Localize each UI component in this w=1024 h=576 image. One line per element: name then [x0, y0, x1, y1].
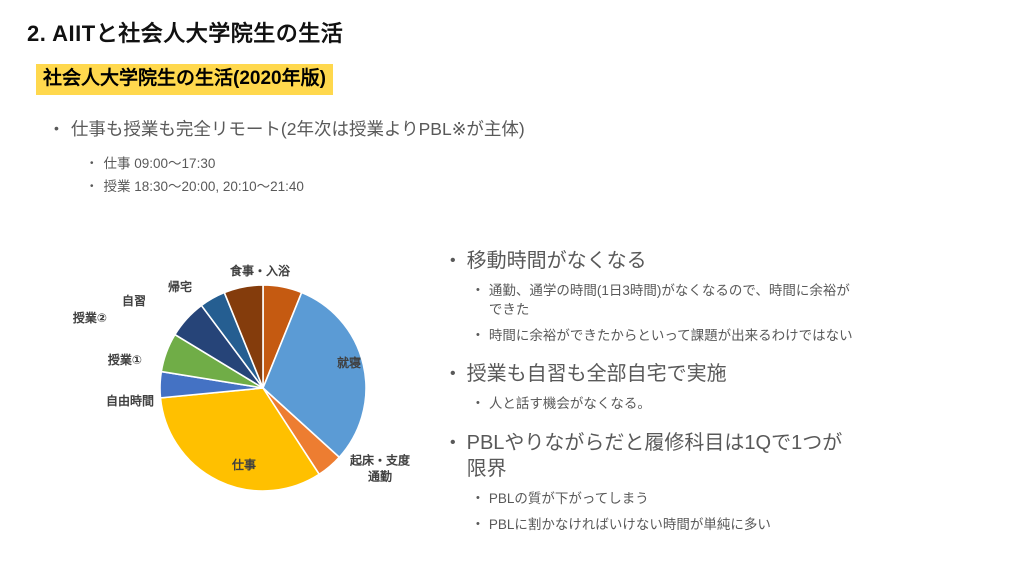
- intro-sub-bullet: • 仕事 09:00〜17:30: [90, 155, 590, 173]
- bullet-icon: •: [450, 252, 456, 269]
- class-hours-text: 授業 18:30〜20:00, 20:10〜21:40: [103, 179, 304, 194]
- bullet-sub-item: • PBLの質が下がってしまう: [476, 489, 855, 508]
- pie-slice-1: [262, 291, 367, 459]
- pie-label-6: 授業②: [72, 311, 108, 326]
- pie-label-7: 自習: [121, 294, 147, 309]
- bullet-item: • 授業も自習も全部自宅で実施: [450, 361, 855, 387]
- right-bullet-list: • 移動時間がなくなる • 通勤、通学の時間(1日3時間)がなくなるので、時間に…: [450, 232, 855, 534]
- bullet-icon: •: [450, 365, 456, 383]
- bullet-text: 移動時間がなくなる: [466, 250, 647, 272]
- pie-label-3: 仕事: [231, 458, 257, 473]
- pie-label-4: 自由時間: [105, 394, 155, 409]
- bullet-item: • 移動時間がなくなる: [450, 248, 855, 274]
- pie-label-2: 起床・支度 通勤: [349, 453, 411, 483]
- highlighted-subtitle: 社会人大学院生の生活(2020年版): [36, 64, 333, 95]
- bullet-icon: •: [476, 284, 480, 296]
- bullet-text: 人と話す機会がなくなる。: [488, 396, 651, 412]
- pie-svg: [159, 284, 367, 492]
- pie-chart: 食事・入浴就寝起床・支度 通勤 仕事 自由時間 授業① 授業② 自習 帰宅: [18, 248, 448, 548]
- bullet-icon: •: [54, 120, 59, 136]
- pie-slice-3: [159, 387, 321, 492]
- bullet-sub-item: • PBLに割かなければいけない時間が単純に多い: [476, 515, 855, 534]
- bullet-sub-item: • 人と話す機会がなくなる。: [476, 394, 855, 413]
- bullet-icon: •: [90, 181, 94, 192]
- bullet-icon: •: [476, 491, 480, 504]
- bullet-text: PBLの質が下がってしまう: [488, 490, 649, 506]
- bullet-sub-item: • 通勤、通学の時間(1日3時間)がなくなるので、時間に余裕ができた: [476, 281, 855, 319]
- page-title: 2. AIITと社会人大学院生の生活: [27, 21, 344, 46]
- bullet-text: 授業も自習も全部自宅で実施: [466, 363, 727, 386]
- intro-bullet-text: 仕事も授業も完全リモート(2年次は授業よりPBL※が主体): [70, 119, 525, 139]
- bullet-text: 通勤、通学の時間(1日3時間)がなくなるので、時間に余裕ができた: [488, 283, 850, 318]
- bullet-text: PBLやりながらだと履修科目は1Qで1つが限界: [466, 431, 843, 480]
- pie-label-0: 食事・入浴: [229, 264, 291, 279]
- bullet-text: 時間に余裕ができたからといって課題が出来るわけではない: [488, 328, 853, 344]
- intro-bullet: • 仕事も授業も完全リモート(2年次は授業よりPBL※が主体): [54, 118, 694, 141]
- pie-label-8: 帰宅: [167, 280, 193, 295]
- bullet-icon: •: [450, 433, 456, 451]
- pie-label-1: 就寝: [336, 356, 362, 371]
- bullet-icon: •: [90, 158, 94, 169]
- bullet-sub-item: • 時間に余裕ができたからといって課題が出来るわけではない: [476, 326, 855, 345]
- bullet-item: • PBLやりながらだと履修科目は1Qで1つが限界: [450, 430, 855, 482]
- bullet-icon: •: [476, 517, 480, 530]
- work-hours-text: 仕事 09:00〜17:30: [103, 156, 216, 171]
- bullet-icon: •: [476, 397, 480, 410]
- bullet-icon: •: [476, 329, 480, 342]
- pie-label-5: 授業①: [107, 353, 143, 368]
- bullet-text: PBLに割かなければいけない時間が単純に多い: [488, 516, 771, 532]
- pie-slice-8: [223, 284, 264, 389]
- intro-sub-bullet: • 授業 18:30〜20:00, 20:10〜21:40: [90, 178, 590, 196]
